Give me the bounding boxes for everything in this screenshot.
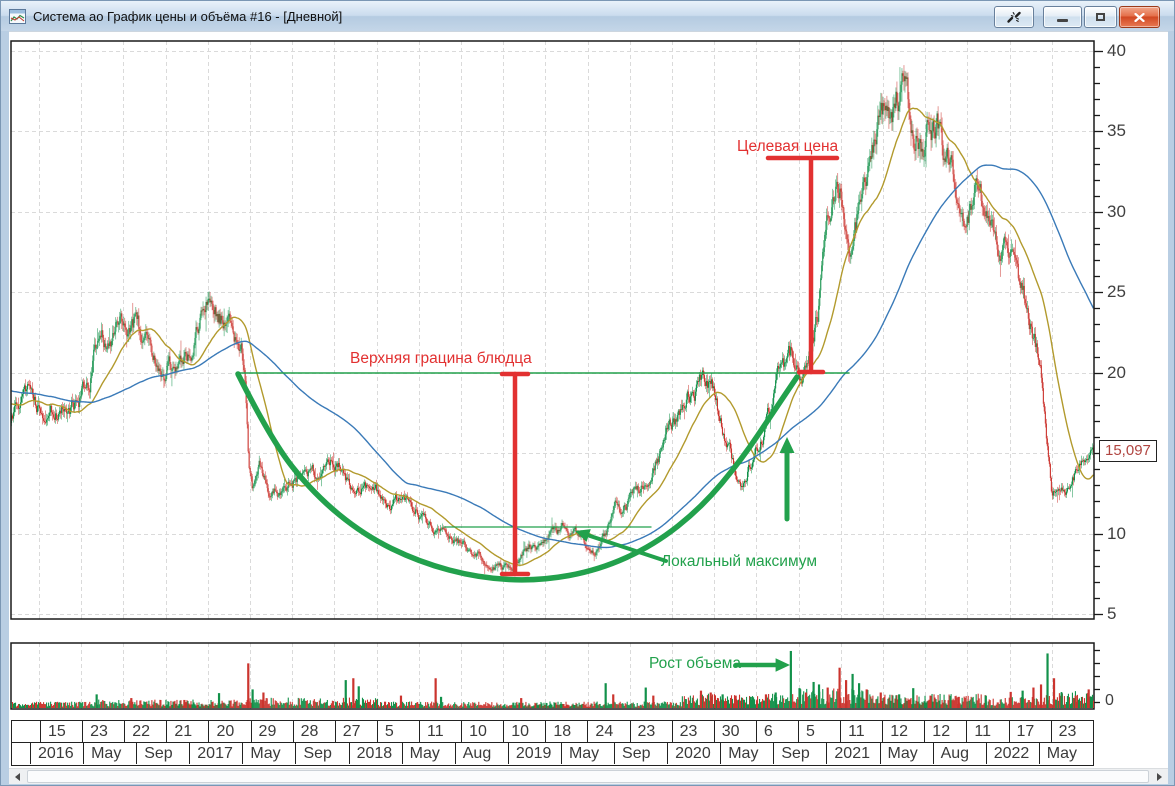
day-tick-label: 18 bbox=[545, 721, 587, 742]
unlink-button[interactable] bbox=[994, 6, 1034, 28]
price-tick-label: 10 bbox=[1107, 523, 1126, 543]
month-tick-label: May bbox=[1038, 743, 1092, 764]
day-tick-label: 12 bbox=[924, 721, 966, 742]
day-tick-label: 30 bbox=[713, 721, 756, 742]
month-tick-label: 2019 bbox=[507, 743, 561, 764]
month-tick-label: May bbox=[242, 743, 295, 764]
target-price-label[interactable]: Целевая цена bbox=[737, 138, 839, 155]
minimize-icon bbox=[1057, 19, 1068, 22]
local-max-label[interactable]: Локальный максимум bbox=[661, 553, 818, 570]
day-tick-label: 11 bbox=[966, 721, 1008, 742]
horizontal-scrollbar[interactable] bbox=[9, 768, 1168, 784]
price-tick-label: 30 bbox=[1107, 201, 1126, 221]
scroll-right-icon bbox=[1157, 772, 1162, 781]
month-tick-label: May bbox=[560, 743, 614, 764]
chart-window-icon bbox=[9, 8, 26, 24]
month-tick-label: 2020 bbox=[667, 743, 720, 764]
month-tick-label: 2022 bbox=[985, 743, 1039, 764]
price-volume-chart-canvas[interactable] bbox=[9, 32, 1168, 780]
day-tick-label: 11 bbox=[418, 721, 461, 742]
day-tick-label: 15 bbox=[40, 721, 82, 742]
scroll-right-button[interactable] bbox=[1151, 769, 1168, 784]
price-tick-label: 40 bbox=[1107, 41, 1126, 60]
scroll-left-icon bbox=[15, 772, 20, 781]
price-tick-label: 5 bbox=[1107, 604, 1117, 623]
month-tick-label: Aug bbox=[932, 743, 986, 764]
restore-button[interactable] bbox=[1084, 6, 1117, 28]
day-tick-label: 21 bbox=[166, 721, 208, 742]
month-tick-label: May bbox=[720, 743, 773, 764]
day-tick-label: 5 bbox=[797, 721, 840, 742]
title-bar[interactable]: Система ао График цены и объёма #16 - [Д… bbox=[1, 1, 1174, 31]
day-tick-label: 6 bbox=[755, 721, 798, 742]
day-tick-label: 23 bbox=[82, 721, 124, 742]
month-tick-lead-cell bbox=[12, 743, 30, 764]
day-tick-label: 23 bbox=[1050, 721, 1093, 742]
month-tick-label: May bbox=[401, 743, 455, 764]
day-tick-lead-cell bbox=[12, 721, 40, 742]
month-tick-label: 2021 bbox=[826, 743, 879, 764]
x-axis-month-row: 2016 May Sep 2017 May Sep 2018 May Aug 2019 May Sep… bbox=[12, 743, 1093, 764]
day-tick-label: 11 bbox=[840, 721, 882, 742]
day-tick-label: 17 bbox=[1008, 721, 1051, 742]
day-tick-label: 23 bbox=[629, 721, 672, 742]
month-tick-label: Sep bbox=[614, 743, 667, 764]
scroll-left-button[interactable] bbox=[9, 769, 26, 784]
restore-icon bbox=[1096, 13, 1105, 21]
day-tick-label: 29 bbox=[250, 721, 293, 742]
month-tick-label: May bbox=[83, 743, 136, 764]
last-price-marker: 15,097 bbox=[1099, 440, 1157, 462]
month-tick-label: Sep bbox=[773, 743, 826, 764]
saucer-top-label[interactable]: Верхняя грацина блюдца bbox=[350, 350, 532, 367]
volume-growth-label[interactable]: Рост объема bbox=[649, 655, 742, 672]
day-tick-label: 24 bbox=[587, 721, 629, 742]
minimize-button[interactable] bbox=[1043, 6, 1082, 28]
x-axis-day-row: 15 23 22 21 20 29 28 27 5 11 10 10 18 24 23 23 30 6 5 11 12 1… bbox=[12, 721, 1093, 743]
price-tick-label: 20 bbox=[1107, 362, 1126, 382]
chart-area: 40 35 30 25 20 10 5 0 15,097 Целевая цена Верхн… bbox=[9, 31, 1168, 784]
volume-axis-zero-label: 0 bbox=[1105, 692, 1114, 709]
day-tick-label: 12 bbox=[882, 721, 924, 742]
day-tick-label: 10 bbox=[461, 721, 503, 742]
day-tick-label: 22 bbox=[124, 721, 166, 742]
price-tick-label: 35 bbox=[1107, 121, 1126, 141]
month-tick-label: 2018 bbox=[348, 743, 402, 764]
close-button[interactable] bbox=[1119, 6, 1160, 28]
day-tick-label: 23 bbox=[671, 721, 714, 742]
month-tick-label: 2016 bbox=[30, 743, 83, 764]
close-icon bbox=[1134, 12, 1145, 22]
day-tick-label: 20 bbox=[208, 721, 250, 742]
day-tick-label: 27 bbox=[334, 721, 377, 742]
month-tick-label: Sep bbox=[136, 743, 189, 764]
scrollbar-thumb[interactable] bbox=[27, 770, 1149, 783]
month-tick-label: May bbox=[879, 743, 933, 764]
month-tick-label: 2017 bbox=[189, 743, 242, 764]
unlink-icon bbox=[1007, 11, 1021, 23]
day-tick-label: 28 bbox=[292, 721, 335, 742]
x-axis: 15 23 22 21 20 29 28 27 5 11 10 10 18 24 23 23 30 6 5 11 12 1… bbox=[11, 720, 1094, 766]
month-tick-label: Aug bbox=[454, 743, 508, 764]
month-tick-label: Sep bbox=[295, 743, 348, 764]
day-tick-label: 5 bbox=[376, 721, 419, 742]
window-title: Система ао График цены и объёма #16 - [Д… bbox=[33, 8, 343, 24]
day-tick-label: 10 bbox=[503, 721, 545, 742]
price-tick-label: 25 bbox=[1107, 282, 1126, 302]
